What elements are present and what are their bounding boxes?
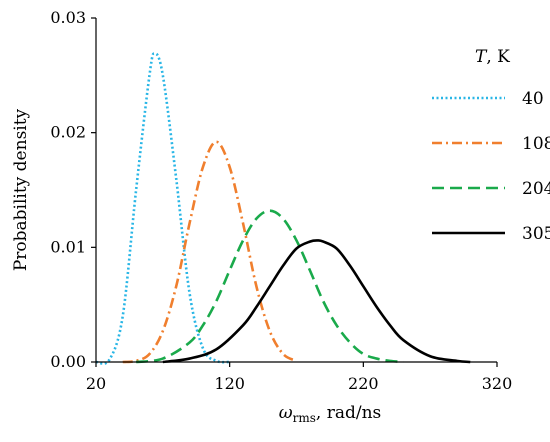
x-tick-label-0: 20 (86, 374, 106, 393)
legend: T, K 40 108 204 305 (432, 47, 550, 244)
legend-label-40: 40 (522, 89, 544, 109)
legend-label-108: 108 (522, 134, 550, 154)
axes (95, 18, 497, 363)
legend-title-symbol: T (475, 47, 488, 67)
x-axis-symbol: ω (279, 403, 293, 423)
y-tick-label-3: 0.03 (50, 8, 86, 27)
tick-labels: 20 120 220 320 0.00 0.01 0.02 0.03 (50, 8, 512, 393)
x-tick-label-2: 220 (348, 374, 379, 393)
series-line-108 (122, 140, 298, 364)
x-tick-label-1: 120 (214, 374, 245, 393)
legend-title: T, K (475, 47, 510, 67)
tick-marks (91, 17, 498, 367)
legend-title-unit: , K (486, 47, 510, 67)
legend-label-204: 204 (522, 179, 550, 199)
y-tick-label-1: 0.01 (50, 237, 86, 256)
y-axis-title: Probability density (11, 108, 31, 271)
y-tick-label-2: 0.02 (50, 123, 86, 142)
series-line-40 (95, 52, 230, 365)
x-axis-title: ωrms, rad/ns (279, 403, 382, 425)
x-tick-label-3: 320 (482, 374, 513, 393)
y-tick-label-0: 0.00 (50, 352, 86, 371)
series-line-305 (162, 239, 471, 364)
x-axis-subscript: rms (293, 411, 316, 425)
legend-label-305: 305 (522, 224, 550, 244)
x-axis-unit: , rad/ns (316, 403, 381, 423)
plot-area (95, 52, 471, 365)
series-line-204 (135, 209, 404, 364)
